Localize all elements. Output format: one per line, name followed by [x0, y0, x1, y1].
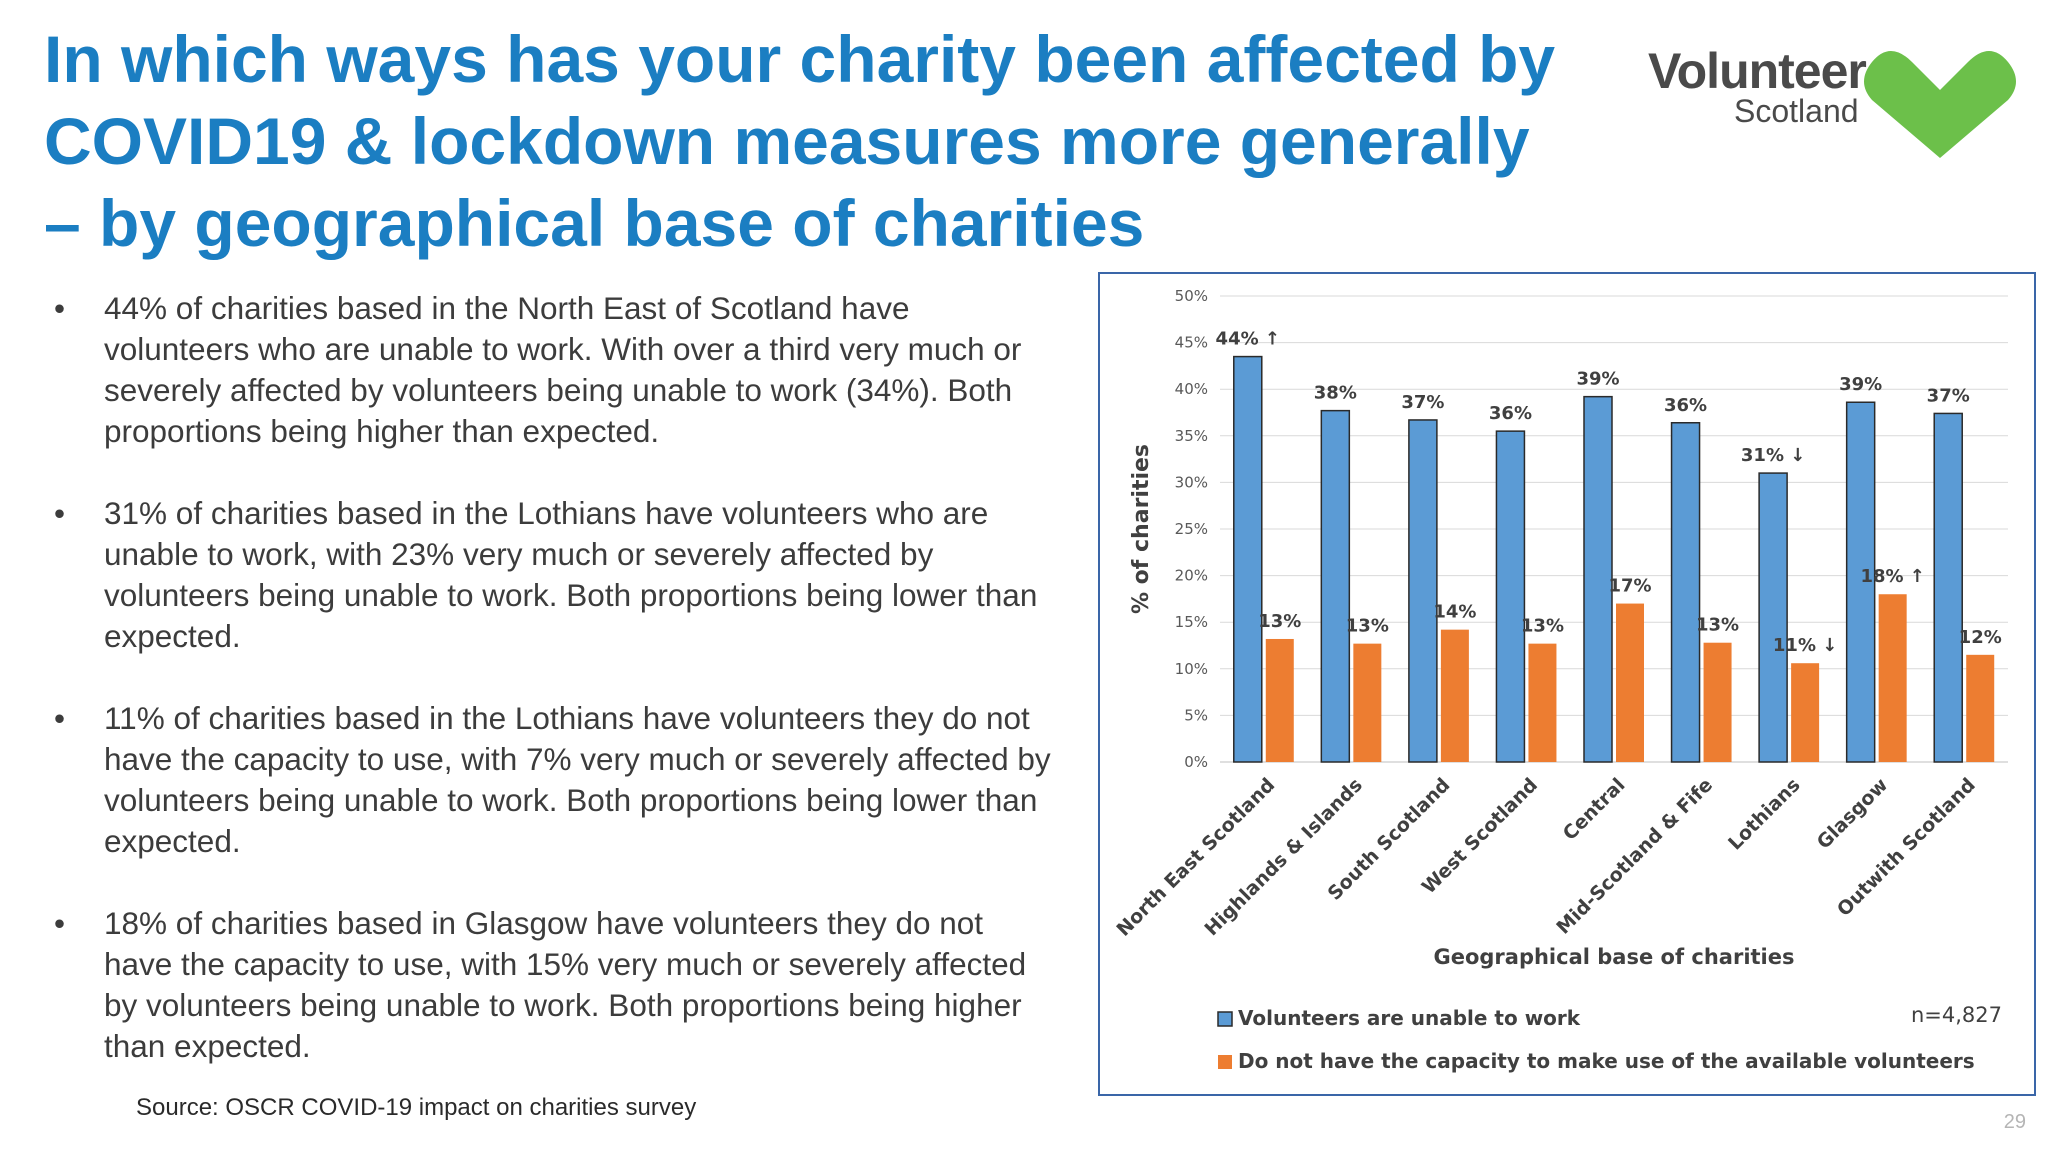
- y-tick-label: 40%: [1175, 380, 1208, 398]
- data-label-series2: 12%: [1959, 627, 2002, 648]
- data-label-series2: 13%: [1258, 611, 1301, 632]
- x-tick-label: Central: [1559, 774, 1630, 845]
- data-label-series1: 37%: [1927, 385, 1970, 406]
- data-label-series1: 39%: [1576, 369, 1619, 390]
- y-axis-label: % of charities: [1129, 444, 1154, 614]
- data-label-series1: 44% ↑: [1216, 329, 1280, 350]
- y-tick-label: 15%: [1175, 613, 1208, 631]
- finding-bullet: 44% of charities based in the North East…: [50, 288, 1060, 452]
- bar-series2: [1966, 654, 1995, 762]
- y-tick-label: 10%: [1175, 660, 1208, 678]
- data-label-series1: 37%: [1401, 392, 1444, 413]
- finding-bullet: 31% of charities based in the Lothians h…: [50, 493, 1060, 657]
- y-tick-label: 0%: [1184, 753, 1208, 771]
- bar-series2: [1265, 638, 1294, 762]
- bar-series2: [1878, 594, 1907, 762]
- data-label-series2: 18% ↑: [1860, 566, 1924, 587]
- bar-series2: [1353, 643, 1382, 762]
- y-tick-label: 50%: [1175, 287, 1208, 305]
- legend-label-series2: Do not have the capacity to make use of …: [1238, 1049, 1975, 1073]
- data-label-series1: 39%: [1839, 374, 1882, 395]
- data-label-series2: 13%: [1521, 616, 1564, 637]
- source-note: Source: OSCR COVID-19 impact on charitie…: [136, 1094, 697, 1121]
- data-label-series1: 38%: [1314, 383, 1357, 404]
- bar-series2: [1616, 603, 1644, 762]
- bar-chart: 0% 5% 10% 15% 20% 25% 30% 35% 40% 45% 50% % of char…: [1113, 287, 2008, 1073]
- sample-size-note: n=4,827: [1911, 1003, 2002, 1027]
- bar-series1: [1495, 430, 1526, 763]
- bar-series2: [1791, 663, 1820, 762]
- bar-series1: [1758, 472, 1788, 763]
- x-axis-label: Geographical base of charities: [1433, 945, 1794, 969]
- bar-series1: [1408, 419, 1438, 763]
- y-tick-label: 30%: [1175, 473, 1208, 491]
- bar-series1: [1933, 412, 1963, 763]
- bar-series1: [1670, 422, 1701, 763]
- page-number: 29: [2003, 1111, 2026, 1133]
- bar-series2: [1440, 629, 1469, 762]
- data-label-series2: 11% ↓: [1773, 635, 1837, 656]
- x-tick-label: North East Scotland: [1113, 774, 1280, 941]
- bar-series1: [1583, 395, 1613, 763]
- data-label-series2: 13%: [1696, 615, 1739, 636]
- logo-line1: Volunteer: [1648, 43, 1866, 99]
- legend-swatch-series2: [1218, 1055, 1232, 1069]
- x-tick-label: Glasgow: [1813, 774, 1893, 854]
- y-tick-label: 35%: [1175, 427, 1208, 445]
- logo-line2: Scotland: [1734, 93, 1859, 129]
- x-tick-label: Mid-Scotland & Fife: [1552, 774, 1717, 939]
- bar-series1: [1233, 355, 1263, 763]
- data-label-series1: 36%: [1664, 395, 1707, 416]
- y-tick-label: 25%: [1175, 520, 1208, 538]
- data-label-series2: 17%: [1608, 576, 1651, 597]
- legend-label-series1: Volunteers are unable to work: [1238, 1006, 1581, 1030]
- finding-bullet: 18% of charities based in Glasgow have v…: [50, 903, 1060, 1067]
- x-tick-label: Highlands & Islands: [1201, 774, 1367, 940]
- heart-icon: [1864, 51, 2016, 158]
- findings-list: 44% of charities based in the North East…: [50, 288, 1060, 1108]
- y-tick-label: 20%: [1175, 567, 1208, 585]
- volunteer-scotland-logo: Volunteer Scotland: [1648, 43, 2016, 158]
- finding-bullet: 11% of charities based in the Lothians h…: [50, 698, 1060, 862]
- data-label-series2: 14%: [1433, 602, 1476, 623]
- x-tick-label: Lothians: [1724, 774, 1805, 855]
- bar-series1: [1845, 401, 1876, 763]
- y-tick-label: 5%: [1184, 706, 1208, 724]
- legend-swatch-series1: [1217, 1011, 1233, 1027]
- bar-series1: [1320, 409, 1351, 763]
- y-tick-label: 45%: [1175, 334, 1208, 352]
- page-title: In which ways has your charity been affe…: [44, 22, 1556, 260]
- data-label-series2: 13%: [1346, 616, 1389, 637]
- data-label-series1: 36%: [1489, 403, 1532, 424]
- bar-series2: [1528, 643, 1557, 762]
- bar-series2: [1703, 642, 1732, 762]
- data-label-series1: 31% ↓: [1741, 445, 1805, 466]
